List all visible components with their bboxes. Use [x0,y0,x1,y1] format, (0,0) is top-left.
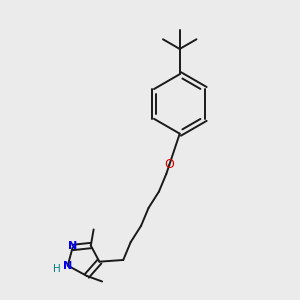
Text: H: H [52,263,60,274]
Text: N: N [63,261,72,271]
Text: N: N [68,241,77,251]
Text: O: O [164,158,174,171]
